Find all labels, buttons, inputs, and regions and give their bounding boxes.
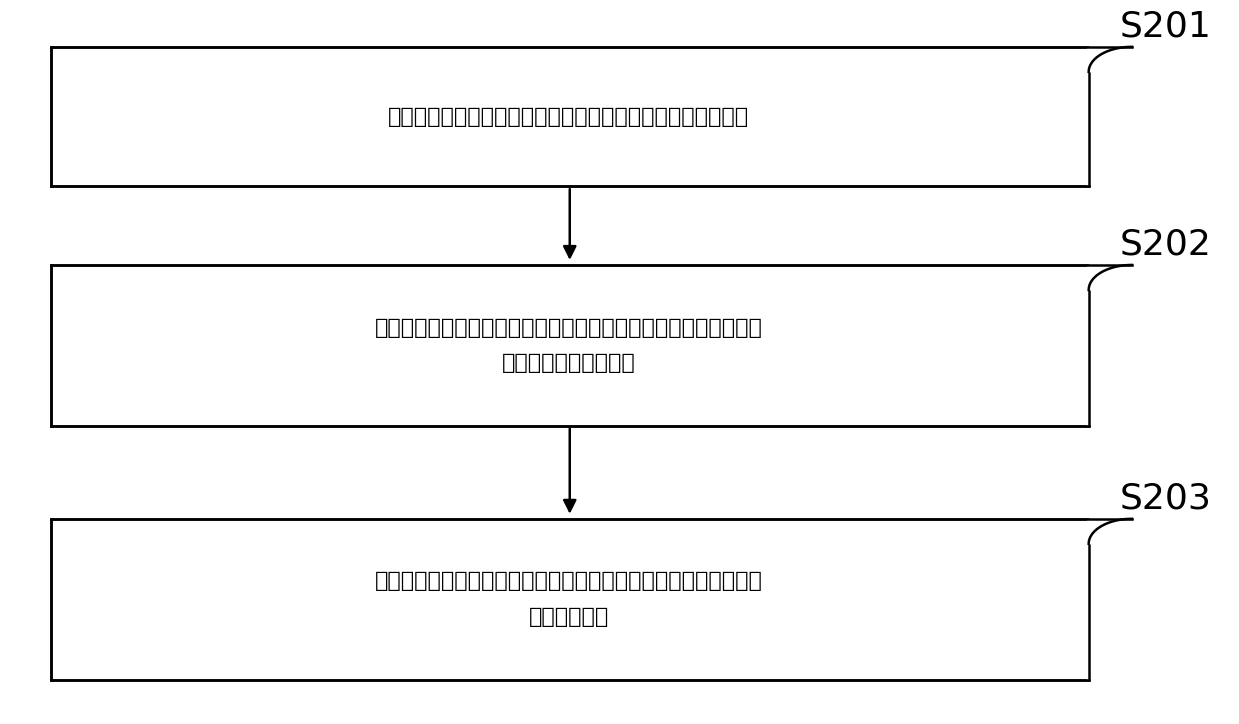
- Bar: [51, 265, 1089, 426]
- Text: S202: S202: [1120, 227, 1212, 261]
- Bar: [51, 47, 1089, 186]
- Text: 进行平滑处理: 进行平滑处理: [528, 607, 608, 627]
- Text: 将圆形邻域设定为窗口，当窗口移动时，利用中值滤波可以对图像: 将圆形邻域设定为窗口，当窗口移动时，利用中值滤波可以对图像: [374, 571, 762, 592]
- Text: 为中心像素灰度的新值: 为中心像素灰度的新值: [502, 353, 636, 374]
- Text: 提取各个领域中的灰度值，并且对灰度值进行排序；取中间灰度值: 提取各个领域中的灰度值，并且对灰度值进行排序；取中间灰度值: [374, 318, 762, 337]
- Text: 设定一个像素中心点，根据形像素中心点，确定一个圆形邻域: 设定一个像素中心点，根据形像素中心点，确定一个圆形邻域: [388, 106, 750, 127]
- Text: S203: S203: [1120, 481, 1212, 515]
- Bar: [51, 519, 1089, 680]
- Text: S201: S201: [1120, 9, 1212, 43]
